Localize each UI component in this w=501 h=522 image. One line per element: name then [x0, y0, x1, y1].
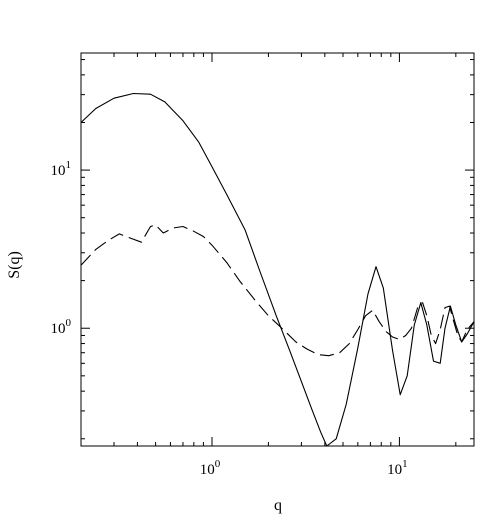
- y-axis-label: S(q): [6, 251, 23, 279]
- y-tick-label: 101: [51, 159, 72, 179]
- series-layer: [80, 92, 475, 447]
- series-solid-line: [80, 92, 475, 447]
- plot-frame: [80, 52, 475, 447]
- x-axis-label: q: [274, 497, 282, 514]
- minor-ticks: [81, 53, 474, 446]
- major-ticks: [81, 53, 474, 446]
- x-tick-label: 101: [387, 458, 408, 478]
- x-tick-label: 100: [200, 458, 221, 478]
- y-tick-label: 100: [51, 317, 72, 337]
- tick-labels: 100 101 100 101: [51, 159, 408, 478]
- series-dashed-line: [80, 224, 475, 357]
